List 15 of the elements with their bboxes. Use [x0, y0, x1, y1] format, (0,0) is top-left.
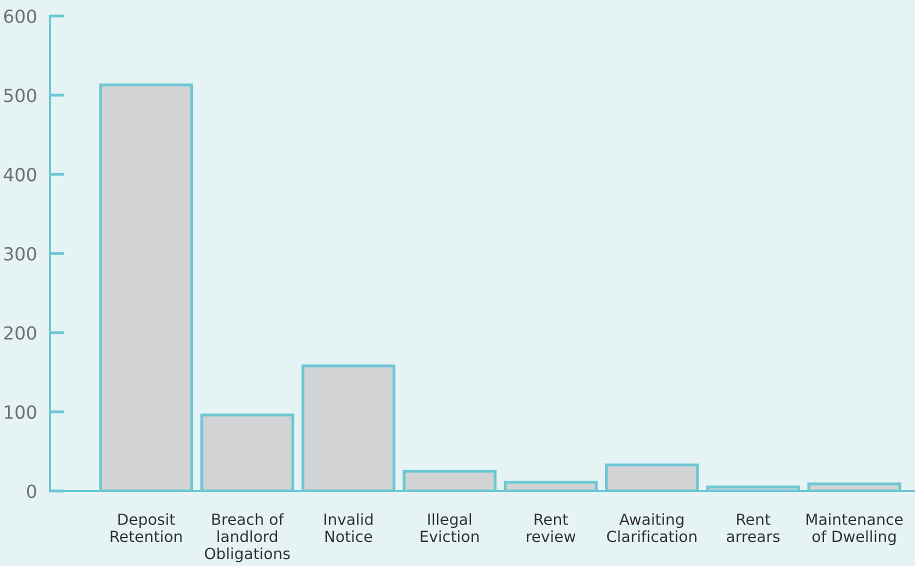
x-tick-label: Rent arrears	[726, 514, 780, 542]
y-tick-label: 0	[27, 484, 36, 498]
x-tick-label: Invalid Notice	[324, 513, 372, 542]
x-tick-label: Awaiting Clarification	[607, 513, 696, 542]
x-tick-label: Breach of landlord Obligations	[204, 513, 290, 562]
y-tick-label: 600	[4, 9, 36, 24]
y-tick-label: 200	[4, 326, 36, 340]
y-tick-label: 400	[4, 168, 36, 182]
x-tick-label: Maintenance of Dwelling	[806, 513, 903, 546]
y-tick-label: 100	[4, 405, 36, 419]
x-tick-label: Illegal Eviction	[420, 513, 479, 542]
x-tick-label: Rent review	[526, 514, 576, 542]
x-tick-label: Deposit Retention	[110, 513, 182, 542]
y-tick-label: 300	[4, 246, 36, 261]
y-tick-label: 500	[4, 88, 36, 102]
